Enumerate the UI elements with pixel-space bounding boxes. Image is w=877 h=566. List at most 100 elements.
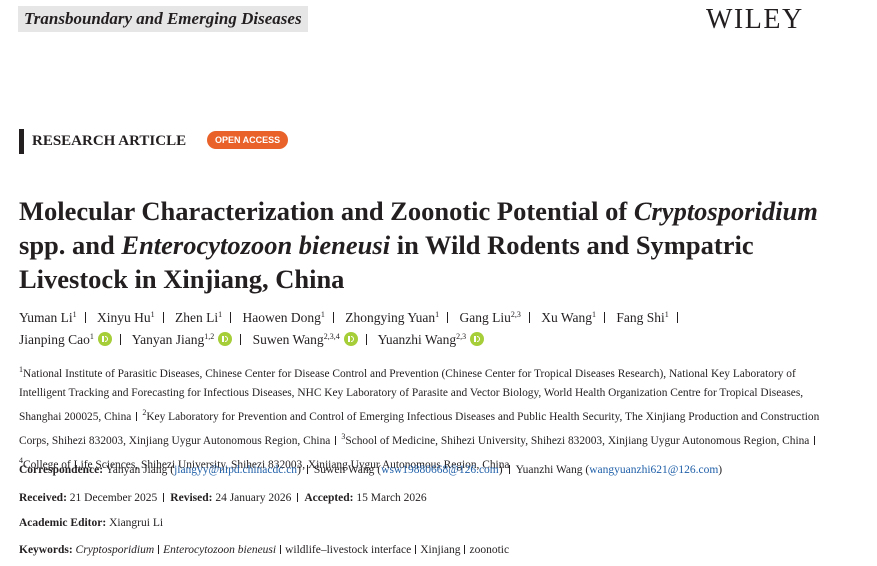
separator <box>604 312 606 323</box>
author: Yuman Li1 <box>19 310 94 325</box>
author: Haowen Dong1 <box>243 310 342 325</box>
affiliation-number: 2 <box>142 408 147 417</box>
date-value: 15 March 2026 <box>356 492 427 504</box>
author-name: Xu Wang <box>541 310 593 325</box>
date-label: Received: <box>19 492 67 504</box>
email: wangyuanzhi621@126.com <box>585 464 722 476</box>
affiliation-text: School of Medicine, Shihezi University, … <box>345 435 810 447</box>
author: Fang Shi1 <box>616 310 685 325</box>
affiliation-ref: 1 <box>72 310 77 319</box>
separator <box>158 545 160 554</box>
author-list: Yuman Li1 Xinyu Hu1 Zhen Li1 Haowen Dong… <box>19 305 759 349</box>
date-value: 21 December 2025 <box>69 492 158 504</box>
separator <box>814 436 816 445</box>
separator <box>230 312 232 323</box>
title-segment: in Wild Rodents and Sympatric Livestock … <box>19 230 754 294</box>
affiliation-ref: 1 <box>150 310 155 319</box>
separator <box>447 312 449 323</box>
editor-label: Academic Editor: <box>19 517 107 529</box>
correspondent-name: Yuanzhi Wang <box>515 464 583 476</box>
title-segment: Molecular Characterization and Zoonotic … <box>19 196 634 226</box>
author: Jianping Cao1 <box>19 332 129 347</box>
affiliation-number: 1 <box>19 365 23 374</box>
author-name: Jianping Cao <box>19 332 90 347</box>
separator <box>297 493 299 502</box>
affiliation-text: College of Life Sciences, Shihezi Univer… <box>23 459 510 471</box>
affiliations: 1National Institute of Parasitic Disease… <box>19 360 834 475</box>
separator <box>528 312 530 323</box>
affiliation-text: National Institute of Parasitic Diseases… <box>19 368 804 423</box>
author: Gang Liu2,3 <box>459 310 537 325</box>
journal-name: Transboundary and Emerging Diseases <box>18 6 308 32</box>
email: jiangyy@nipd.chinacdc.cn <box>170 464 301 476</box>
date-label: Accepted: <box>304 492 354 504</box>
affiliation-ref: 1 <box>435 310 440 319</box>
affiliation-ref: 2,3 <box>510 310 521 319</box>
affiliation-ref: 2,3,4 <box>323 332 340 341</box>
keywords-label: Keywords: <box>19 544 73 556</box>
separator <box>306 465 308 474</box>
orcid-icon <box>343 332 358 346</box>
affiliation-ref: 1 <box>664 310 669 319</box>
title-segment: Enterocytozoon bieneusi <box>121 230 391 260</box>
keywords: Keywords: Cryptosporidium Enterocytozoon … <box>19 541 509 559</box>
keyword: Xinjiang <box>420 544 461 556</box>
separator <box>163 493 165 502</box>
separator <box>84 312 86 323</box>
separator <box>280 545 282 554</box>
affiliation-ref: 1,2 <box>204 332 215 341</box>
affiliation-ref: 1 <box>592 310 597 319</box>
separator <box>136 412 138 421</box>
date-label: Revised: <box>170 492 213 504</box>
author: Yanyan Jiang1,2 <box>132 332 250 347</box>
article-type: RESEARCH ARTICLE <box>32 133 187 149</box>
separator <box>335 436 337 445</box>
author: Xinyu Hu1 <box>97 310 172 325</box>
separator <box>415 545 417 554</box>
academic-editor: Academic Editor: Xiangrui Li <box>19 514 163 532</box>
keyword: zoonotic <box>469 544 510 556</box>
title-segment: Cryptosporidium <box>633 196 818 226</box>
separator <box>508 465 510 474</box>
author-name: Suwen Wang <box>252 332 324 347</box>
publisher-logo: WILEY <box>706 4 804 35</box>
orcid-icon <box>218 332 233 346</box>
author-name: Yuanzhi Wang <box>377 332 457 347</box>
separator <box>676 312 678 323</box>
affiliation-ref: 1 <box>89 332 94 341</box>
affiliation-text: Key Laboratory for Prevention and Contro… <box>19 411 820 447</box>
editor-name: Xiangrui Li <box>109 517 164 529</box>
section-bar <box>19 129 24 154</box>
author: Zhongying Yuan1 <box>345 310 456 325</box>
affiliation-ref: 2,3 <box>456 332 467 341</box>
author-name: Xinyu Hu <box>97 310 151 325</box>
keyword: Cryptosporidium <box>75 544 155 556</box>
author-name: Fang Shi <box>616 310 665 325</box>
affiliation-ref: 1 <box>320 310 325 319</box>
author: Xu Wang1 <box>541 310 613 325</box>
author: Yuanzhi Wang2,3 <box>378 332 485 347</box>
separator <box>119 334 121 345</box>
author-name: Zhen Li <box>175 310 219 325</box>
separator <box>332 312 334 323</box>
article-title: Molecular Characterization and Zoonotic … <box>19 194 819 296</box>
orcid-icon <box>97 332 112 346</box>
separator <box>464 545 466 554</box>
author: Suwen Wang2,3,4 <box>253 332 375 347</box>
correspondent-name: Yanyan Jiang <box>105 464 168 476</box>
open-access-badge: OPEN ACCESS <box>207 131 289 149</box>
author-name: Yuman Li <box>19 310 73 325</box>
author-name: Zhongying Yuan <box>345 310 436 325</box>
email: wsw19880668@126.com <box>377 464 502 476</box>
author-name: Gang Liu <box>459 310 511 325</box>
correspondent-name: Suwen Wang <box>313 464 375 476</box>
separator <box>365 334 367 345</box>
keyword: Enterocytozoon bieneusi <box>163 544 277 556</box>
correspondence: Correspondence: Yanyan Jiang jiangyy@nip… <box>19 461 722 479</box>
orcid-icon <box>470 332 485 346</box>
title-segment: spp. and <box>19 230 122 260</box>
author-name: Yanyan Jiang <box>131 332 205 347</box>
separator <box>162 312 164 323</box>
separator <box>240 334 242 345</box>
